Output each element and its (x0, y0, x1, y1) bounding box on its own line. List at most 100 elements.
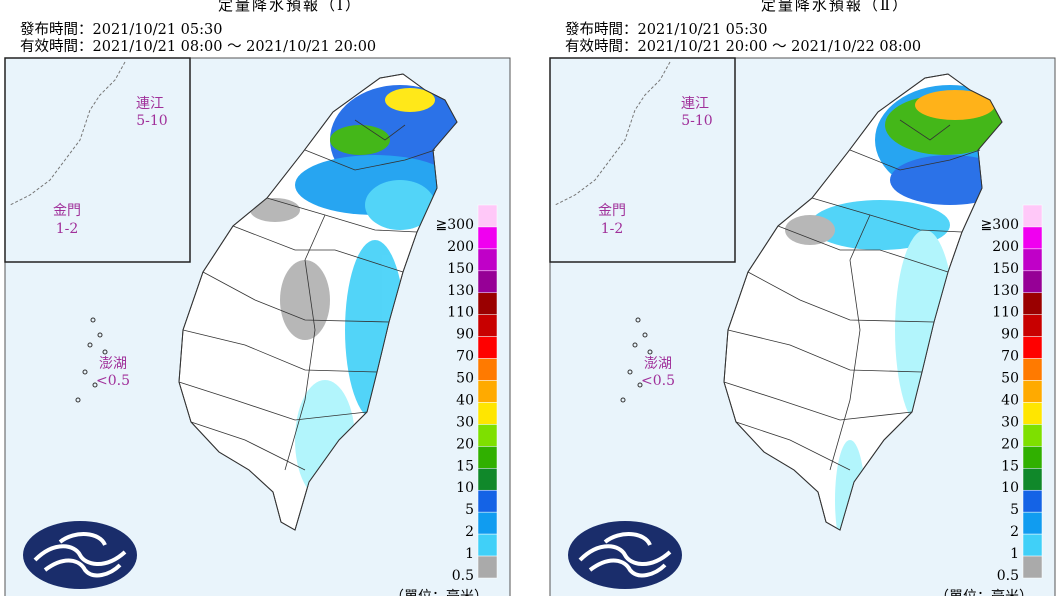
legend-label: 40 (1001, 392, 1019, 408)
penghu-island (87, 342, 93, 348)
legend-label: 50 (1001, 371, 1019, 387)
county-border (284, 214, 326, 471)
penghu-island (642, 332, 648, 338)
legend-swatch (1022, 270, 1043, 294)
legend-swatch (1022, 204, 1043, 228)
legend-label: 130 (992, 283, 1019, 299)
penghu-island (620, 397, 626, 403)
mainland-coast (554, 61, 671, 206)
legend-label: 200 (447, 239, 474, 255)
legend-swatch (1022, 468, 1043, 491)
legend-swatch (477, 226, 498, 250)
penghu-island (635, 317, 641, 323)
legend-swatch (477, 555, 498, 579)
legend-label: 2 (465, 524, 474, 540)
legend-label: 5 (465, 502, 474, 518)
legend-swatch (477, 380, 498, 403)
penghu-island (632, 342, 638, 348)
island-outline (178, 73, 458, 531)
inset (4, 57, 191, 263)
legend-swatch (1022, 336, 1043, 359)
legend-label: ≧300 (981, 217, 1019, 233)
unit-label: （單位：毫米） (935, 588, 1033, 596)
legend-swatch (1022, 555, 1043, 579)
legend-label: 30 (456, 414, 474, 430)
legend-label: 70 (1001, 349, 1019, 365)
county-border (190, 421, 306, 471)
penghu-island (627, 369, 633, 375)
legend-swatch (1022, 226, 1043, 250)
logo-swirl (578, 532, 672, 578)
county-border (747, 271, 935, 323)
penghu-island (647, 349, 653, 355)
legend-label: 2 (1010, 524, 1019, 540)
legend-label: 20 (1001, 436, 1019, 452)
kinmen-name: 金門 (598, 203, 626, 219)
legend-swatch (477, 402, 498, 425)
legend-swatch (1022, 446, 1043, 469)
legend-label: 5 (1010, 502, 1019, 518)
matsu-name: 連江 (136, 96, 164, 112)
legend-swatch (1022, 533, 1043, 557)
county-border (202, 271, 390, 323)
matsu-amount: 5-10 (136, 113, 167, 129)
legend-swatch (1022, 402, 1043, 425)
legend-label: 50 (456, 371, 474, 387)
legend-swatch (1022, 380, 1043, 403)
county-border (182, 329, 378, 373)
rain-blob (280, 260, 330, 340)
inset (549, 57, 736, 263)
legend-swatch (477, 270, 498, 294)
legend-label: 15 (456, 458, 474, 474)
county-border (899, 119, 951, 141)
legend-swatch (477, 468, 498, 491)
county-border (727, 329, 923, 373)
legend-swatch (1022, 248, 1043, 272)
legend-swatch (477, 446, 498, 469)
county-border (178, 381, 368, 421)
legend-swatch (477, 336, 498, 359)
legend-swatch (1022, 511, 1043, 535)
logo-swirl (33, 532, 127, 578)
legend-swatch (477, 204, 498, 228)
county-border (735, 421, 851, 471)
kinmen-amount: 1-2 (601, 221, 624, 237)
legend-label: 15 (1001, 458, 1019, 474)
legend-label: 20 (456, 436, 474, 452)
county-border (777, 225, 949, 273)
kinmen-amount: 1-2 (56, 221, 79, 237)
legend-label: 110 (447, 305, 474, 321)
legend-swatch (477, 511, 498, 535)
penghu-island (97, 332, 103, 338)
issued-time: 發布時間：2021/10/21 05:30 (565, 21, 767, 38)
panel: 定量降水預報（Ⅱ） 發布時間：2021/10/21 05:30有效時間：2021/… (549, 0, 1056, 596)
panel: 定量降水預報（Ⅰ） 發布時間：2021/10/21 05:30有效時間：2021/… (4, 0, 511, 596)
county-border (829, 214, 871, 471)
legend-label: 90 (1001, 327, 1019, 343)
legend-swatch (477, 248, 498, 272)
county-border (811, 197, 963, 233)
legend-swatch (1022, 358, 1043, 381)
legend-swatch (477, 424, 498, 447)
legend-swatch (477, 292, 498, 315)
legend-label: 0.5 (452, 568, 474, 584)
legend-swatch (477, 358, 498, 381)
rain-blob (785, 215, 835, 245)
legend-label: 40 (456, 392, 474, 408)
county-border (232, 225, 404, 273)
penghu-amount: <0.5 (96, 373, 130, 389)
penghu-island (82, 369, 88, 375)
county-border (354, 119, 406, 141)
penghu-island (90, 317, 96, 323)
penghu-island (637, 382, 643, 388)
county-border (304, 149, 436, 171)
island-outline (723, 73, 1003, 531)
legend-label: 200 (992, 239, 1019, 255)
legend-label: 1 (1010, 546, 1019, 562)
rain-blob (365, 180, 435, 230)
county-border (266, 197, 418, 233)
matsu-name: 連江 (681, 96, 709, 112)
legend-label: 70 (456, 349, 474, 365)
